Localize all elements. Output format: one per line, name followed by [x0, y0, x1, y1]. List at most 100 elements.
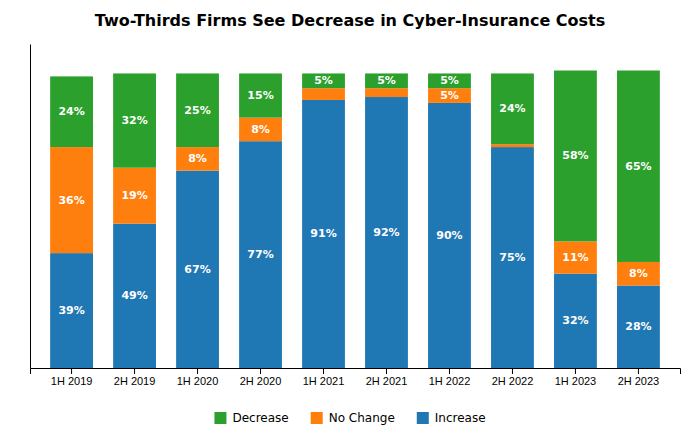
bar: [428, 73, 471, 88]
bar: [491, 144, 534, 147]
bar: [239, 118, 282, 142]
data-label: 5%: [440, 74, 459, 87]
x-tick-mark: [323, 368, 324, 374]
x-axis: 1H 2019 2H 2019 1H 2020 2H 2020 1H 2021 2H 20…: [31, 368, 681, 387]
legend-label: No Change: [329, 411, 395, 425]
data-label: 19%: [121, 189, 147, 202]
data-label: 11%: [562, 251, 588, 264]
bars: [50, 71, 660, 368]
x-tick-label: 1H 2019: [51, 375, 93, 387]
bar: [302, 100, 345, 368]
title: Two-Thirds Firms See Decrease in Cyber-I…: [95, 11, 606, 30]
x-tick-mark: [134, 368, 135, 374]
x-tick-mark: [260, 368, 261, 374]
legend-label: Decrease: [232, 411, 288, 425]
bar: [302, 73, 345, 88]
data-label: 25%: [184, 104, 210, 117]
bar: [554, 71, 597, 242]
bar: [302, 88, 345, 100]
x-axis-line: [31, 369, 681, 375]
x-tick-mark: [197, 368, 198, 374]
bar: [365, 73, 408, 88]
x-tick: 1H 2023: [555, 368, 597, 387]
data-label: 32%: [562, 314, 588, 327]
bar: [176, 73, 219, 147]
data-labels: 39%49%67%77%91%92%90%75%32%28%36%19%8%8%…: [58, 74, 651, 333]
data-label: 8%: [251, 123, 270, 136]
x-tick: 2H 2019: [114, 368, 156, 387]
data-label: 36%: [58, 194, 84, 207]
bar: [428, 103, 471, 368]
y-axis: [30, 45, 31, 369]
bar: [113, 73, 156, 167]
x-tick: 1H 2021: [303, 368, 345, 387]
y-axis-line: [30, 45, 31, 369]
bar: [365, 88, 408, 97]
x-tick: 1H 2022: [429, 368, 471, 387]
legend-item: Decrease: [214, 411, 288, 425]
x-tick-mark: [512, 368, 513, 374]
data-label: 32%: [121, 114, 147, 127]
x-tick-label: 2H 2019: [114, 375, 156, 387]
legend-label: Increase: [435, 411, 486, 425]
bar: [50, 253, 93, 368]
data-label: 39%: [58, 304, 84, 317]
data-label: 24%: [499, 102, 525, 115]
bar: [50, 147, 93, 253]
bar: [50, 76, 93, 147]
x-tick-label: 2H 2021: [366, 375, 408, 387]
bar: [617, 262, 660, 286]
x-tick: 2H 2023: [618, 368, 660, 387]
x-tick: 1H 2019: [51, 368, 93, 387]
data-label: 8%: [629, 267, 648, 280]
x-tick-label: 2H 2022: [492, 375, 534, 387]
x-tick-label: 2H 2023: [618, 375, 660, 387]
legend-item: Increase: [417, 411, 486, 425]
plot: 39%49%67%77%91%92%90%75%32%28%36%19%8%8%…: [31, 45, 681, 387]
bar: [491, 73, 534, 144]
x-tick-mark: [71, 368, 72, 374]
x-tick-mark: [638, 368, 639, 374]
x-tick-mark: [449, 368, 450, 374]
x-tick-mark: [386, 368, 387, 374]
bar: [491, 147, 534, 368]
x-tick: 2H 2020: [240, 368, 282, 387]
bar: [554, 241, 597, 273]
series: [50, 71, 660, 262]
x-tick-label: 1H 2023: [555, 375, 597, 387]
bar: [239, 141, 282, 368]
data-label: 91%: [310, 227, 336, 240]
chart: Two-Thirds Firms See Decrease in Cyber-I…: [0, 0, 700, 438]
data-label: 24%: [58, 105, 84, 118]
bar: [365, 97, 408, 368]
legend-swatch: [311, 412, 323, 424]
legend-swatch: [417, 412, 429, 424]
bar: [617, 286, 660, 368]
legend-item: No Change: [311, 411, 395, 425]
x-tick-label: 1H 2021: [303, 375, 345, 387]
x-tick-mark: [575, 368, 576, 374]
bar: [554, 274, 597, 368]
data-label: 65%: [625, 160, 651, 173]
data-label: 75%: [499, 251, 525, 264]
bar: [428, 88, 471, 103]
bar: [176, 171, 219, 368]
bar: [113, 168, 156, 224]
data-label: 77%: [247, 248, 273, 261]
data-label: 28%: [625, 320, 651, 333]
data-label: 90%: [436, 229, 462, 242]
legend-swatch: [214, 412, 226, 424]
data-label: 5%: [314, 74, 333, 87]
x-tick-label: 2H 2020: [240, 375, 282, 387]
data-label: 5%: [440, 89, 459, 102]
x-tick-label: 1H 2022: [429, 375, 471, 387]
data-label: 92%: [373, 226, 399, 239]
data-label: 49%: [121, 289, 147, 302]
bar: [176, 147, 219, 171]
x-tick-label: 1H 2020: [177, 375, 219, 387]
data-label: 8%: [188, 152, 207, 165]
data-label: 5%: [377, 74, 396, 87]
bar: [239, 73, 282, 117]
bar: [113, 224, 156, 368]
legend: Decrease No Change Increase: [214, 411, 485, 425]
